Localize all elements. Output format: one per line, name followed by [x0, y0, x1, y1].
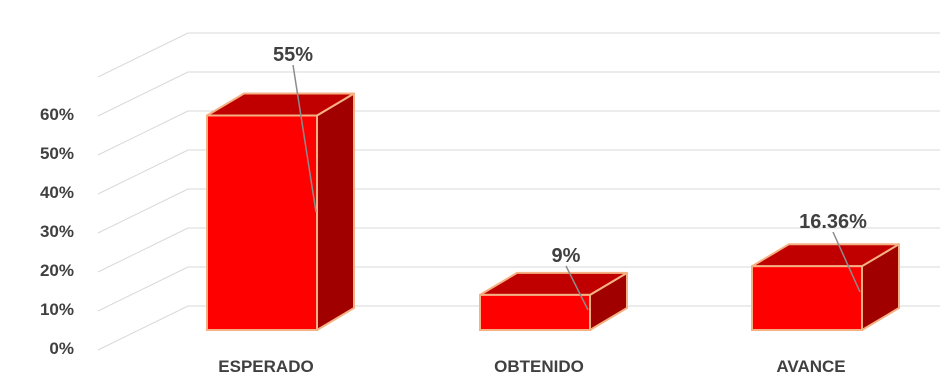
svg-text:55%: 55%: [273, 44, 313, 66]
category-label: OBTENIDO: [494, 357, 584, 376]
y-tick-label: 30%: [40, 222, 74, 241]
y-tick-label: 60%: [40, 105, 74, 124]
data-label: 16.36%: [799, 211, 867, 293]
y-axis: 0% 10% 20% 30% 40% 50% 60%: [40, 105, 74, 358]
bar-avance: [751, 243, 900, 332]
y-tick-label: 20%: [40, 261, 74, 280]
y-tick-label: 10%: [40, 300, 74, 319]
data-label: 55%: [273, 44, 317, 213]
category-label: ESPERADO: [218, 357, 313, 376]
gridline: [97, 71, 940, 117]
svg-text:9%: 9%: [552, 245, 581, 267]
category-label: AVANCE: [776, 357, 845, 376]
data-label: 9%: [552, 245, 589, 311]
y-tick-label: 40%: [40, 183, 74, 202]
bar-esperado: [206, 92, 355, 331]
y-tick-label: 50%: [40, 144, 74, 163]
y-tick-label: 0%: [49, 339, 74, 358]
svg-text:16.36%: 16.36%: [799, 211, 867, 233]
bar-obtenido: [479, 271, 628, 331]
data-labels: 55% 9% 16.36%: [273, 44, 867, 311]
gridline: [97, 32, 940, 78]
x-axis: ESPERADO OBTENIDO AVANCE: [218, 357, 845, 376]
bars: [206, 92, 900, 332]
